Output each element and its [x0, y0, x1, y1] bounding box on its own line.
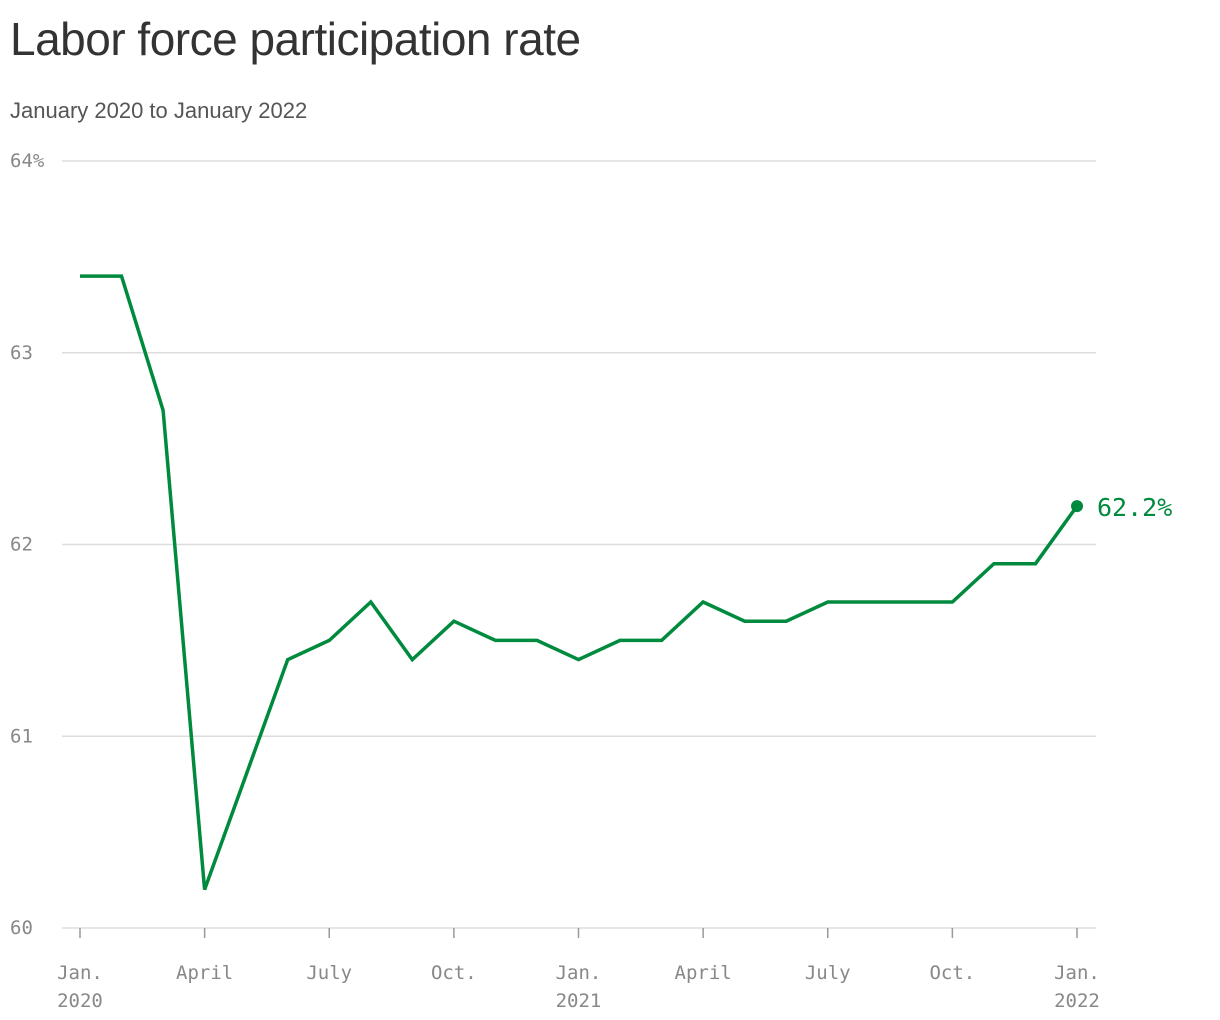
x-tick-label: July [805, 962, 851, 984]
gridlines [62, 160, 1096, 929]
chart-title: Labor force participation rate [10, 13, 581, 65]
x-tick-sublabel: 2022 [1054, 990, 1100, 1012]
x-tick-label: Oct. [431, 962, 477, 984]
end-point-marker [1071, 500, 1083, 513]
x-tick-label: Jan. [556, 962, 602, 984]
x-tick-label: Jan. [57, 962, 103, 984]
x-tick-label: Jan. [1054, 962, 1100, 984]
y-tick-label: 60 [10, 917, 33, 939]
series-line [80, 274, 1079, 891]
y-tick-label: 62 [10, 534, 33, 556]
chart-subtitle: January 2020 to January 2022 [10, 98, 308, 123]
y-tick-label: 61 [10, 725, 33, 747]
y-tick-label: 64% [10, 150, 45, 172]
x-tick-sublabel: 2021 [556, 990, 602, 1012]
x-tick-label: April [675, 962, 732, 984]
x-tick-sublabel: 2020 [57, 990, 103, 1012]
x-tick-label: Oct. [929, 962, 975, 984]
y-tick-label: 63 [10, 342, 33, 364]
x-axis-ticks: Jan. 2020 April July Oct. Jan. 2021 April July Oc… [57, 928, 1100, 1012]
series-layer: 62.2% [80, 274, 1172, 891]
x-tick-label: July [306, 962, 352, 984]
x-tick-label: April [176, 962, 233, 984]
y-axis-ticks: 60 61 62 63 64% [10, 150, 45, 939]
end-value-label: 62.2% [1097, 493, 1172, 522]
